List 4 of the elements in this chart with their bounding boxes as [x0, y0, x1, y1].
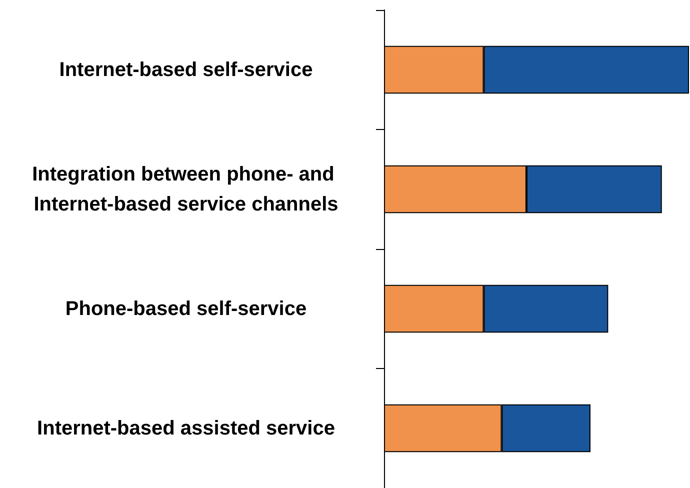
y-tick-label: Phone-based self-service: [65, 298, 307, 320]
y-tick-label: Integration between phone- and Internet-based service channels: [32, 163, 340, 216]
y-tick-label: Internet-based self-service: [59, 58, 313, 81]
y-tick-label: Internet-based assisted service: [37, 417, 335, 440]
